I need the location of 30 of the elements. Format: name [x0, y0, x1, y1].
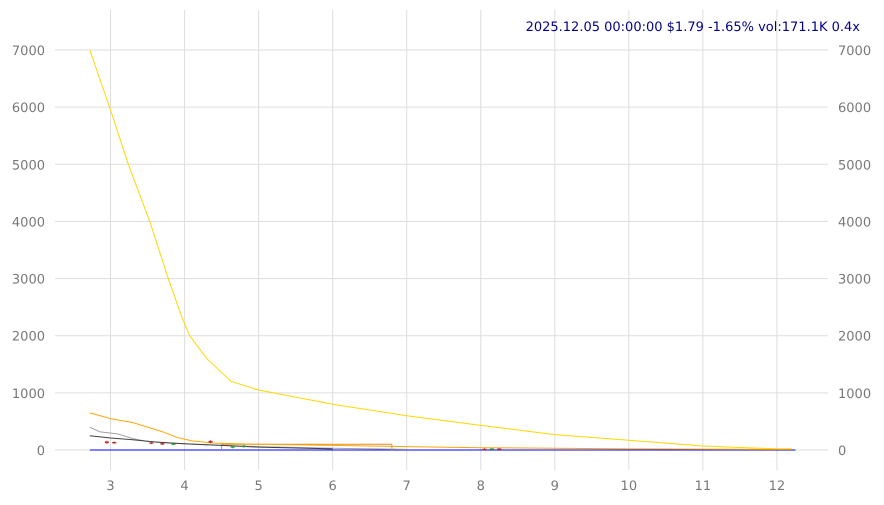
x-tick-label: 4	[180, 479, 189, 494]
y-tick-label: 5000	[12, 158, 45, 174]
y2-tick-label: 7000	[838, 44, 872, 59]
y2-tick-label: 1000	[838, 386, 872, 402]
line-series	[89, 435, 334, 450]
y2-tick-label: 2000	[838, 330, 872, 345]
y2-tick-label: 0	[838, 444, 846, 459]
x-tick-label: 9	[550, 479, 559, 494]
x-tick-label: 5	[254, 479, 263, 494]
y2-tick-label: 5000	[838, 158, 872, 174]
x-tick-label: 10	[620, 479, 638, 494]
x-tick-label: 7	[402, 479, 411, 494]
line-series	[89, 50, 792, 450]
y-tick-label: 6000	[12, 101, 45, 116]
x-tick-label: 8	[476, 479, 485, 494]
y-tick-label: 1000	[12, 386, 45, 402]
x-tick-label: 11	[694, 479, 712, 494]
y2-tick-label: 6000	[838, 101, 872, 116]
y-tick-label: 7000	[12, 44, 45, 59]
x-tick-label: 3	[106, 479, 115, 494]
x-tick-label: 12	[768, 479, 786, 494]
y2-tick-label: 3000	[838, 272, 872, 288]
y2-tick-label: 4000	[838, 215, 872, 230]
y-tick-label: 0	[36, 444, 45, 459]
y-tick-label: 2000	[12, 330, 45, 345]
y-tick-label: 3000	[12, 272, 45, 288]
x-tick-label: 6	[328, 479, 337, 494]
line-series	[89, 412, 792, 450]
y-tick-label: 4000	[12, 215, 45, 230]
text: 2025.12.05 00:00:00 $1.79 -1.65% vol:171.1K 0.4x	[526, 20, 860, 35]
